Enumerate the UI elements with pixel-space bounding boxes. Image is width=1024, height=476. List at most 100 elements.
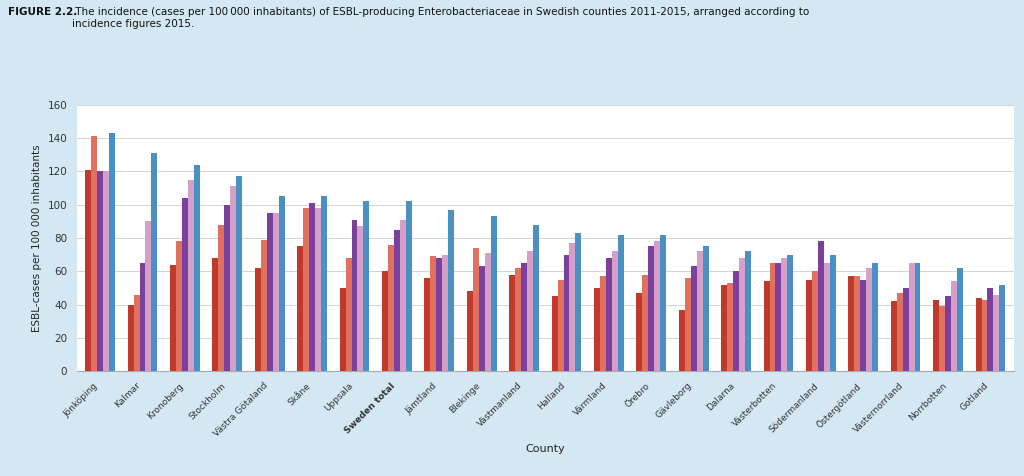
Bar xyxy=(721,285,727,371)
Bar xyxy=(315,208,321,371)
Bar xyxy=(152,153,158,371)
Bar xyxy=(218,225,224,371)
Bar xyxy=(617,235,624,371)
Bar xyxy=(558,279,563,371)
Bar xyxy=(770,263,775,371)
Bar xyxy=(394,229,399,371)
Bar xyxy=(103,171,109,371)
Bar xyxy=(436,258,442,371)
Bar xyxy=(781,258,787,371)
Bar xyxy=(364,201,370,371)
Bar xyxy=(351,220,357,371)
Bar xyxy=(818,241,824,371)
Bar xyxy=(425,278,430,371)
Bar xyxy=(908,263,914,371)
Bar xyxy=(575,233,582,371)
Bar xyxy=(829,255,836,371)
Bar xyxy=(866,268,872,371)
Bar xyxy=(145,221,152,371)
Bar xyxy=(442,255,449,371)
Bar xyxy=(532,225,539,371)
Bar xyxy=(97,171,103,371)
Bar xyxy=(527,251,532,371)
Bar xyxy=(812,271,818,371)
Bar xyxy=(449,209,454,371)
Bar xyxy=(957,268,963,371)
Bar xyxy=(860,279,866,371)
Bar xyxy=(340,288,345,371)
Bar xyxy=(999,285,1006,371)
X-axis label: County: County xyxy=(525,444,565,454)
Bar xyxy=(345,258,351,371)
Bar xyxy=(194,165,200,371)
Bar xyxy=(679,309,685,371)
Bar xyxy=(824,263,829,371)
Bar xyxy=(987,288,993,371)
Bar xyxy=(297,247,303,371)
Bar xyxy=(85,169,91,371)
Bar xyxy=(515,268,521,371)
Bar xyxy=(897,293,903,371)
Bar xyxy=(891,301,897,371)
Bar xyxy=(914,263,921,371)
Bar xyxy=(382,271,388,371)
Bar xyxy=(764,281,770,371)
Text: FIGURE 2.2.: FIGURE 2.2. xyxy=(8,7,78,17)
Bar xyxy=(230,186,237,371)
Bar xyxy=(133,295,139,371)
Bar xyxy=(600,276,606,371)
Bar xyxy=(654,241,660,371)
Y-axis label: ESBL-cases per 100 000 inhabitants: ESBL-cases per 100 000 inhabitants xyxy=(32,144,42,332)
Bar xyxy=(660,235,666,371)
Bar xyxy=(945,296,951,371)
Bar xyxy=(430,256,436,371)
Bar xyxy=(255,268,261,371)
Text: The incidence (cases per 100 000 inhabitants) of ESBL-producing Enterobacteriace: The incidence (cases per 100 000 inhabit… xyxy=(72,7,809,29)
Bar xyxy=(128,305,133,371)
Bar xyxy=(473,248,478,371)
Bar xyxy=(521,263,527,371)
Bar xyxy=(612,251,617,371)
Bar xyxy=(702,247,709,371)
Bar xyxy=(727,283,733,371)
Bar xyxy=(176,241,182,371)
Bar xyxy=(637,293,642,371)
Bar xyxy=(467,291,473,371)
Bar xyxy=(484,253,490,371)
Bar xyxy=(309,203,315,371)
Bar xyxy=(648,247,654,371)
Bar xyxy=(224,205,230,371)
Bar xyxy=(569,243,575,371)
Bar xyxy=(182,198,187,371)
Bar xyxy=(490,216,497,371)
Bar xyxy=(237,176,242,371)
Bar xyxy=(993,295,999,371)
Bar xyxy=(399,220,406,371)
Bar xyxy=(406,201,412,371)
Bar xyxy=(872,263,879,371)
Bar xyxy=(606,258,612,371)
Bar xyxy=(272,213,279,371)
Bar xyxy=(685,278,691,371)
Bar xyxy=(266,213,272,371)
Bar xyxy=(388,245,394,371)
Bar xyxy=(552,296,558,371)
Bar xyxy=(939,307,945,371)
Bar xyxy=(642,275,648,371)
Bar xyxy=(212,258,218,371)
Bar xyxy=(739,258,745,371)
Bar xyxy=(691,266,696,371)
Bar xyxy=(279,196,285,371)
Bar xyxy=(854,276,860,371)
Bar xyxy=(321,196,327,371)
Bar xyxy=(849,276,854,371)
Bar xyxy=(775,263,781,371)
Bar xyxy=(509,275,515,371)
Bar xyxy=(951,281,957,371)
Bar xyxy=(563,255,569,371)
Bar xyxy=(733,271,739,371)
Bar xyxy=(303,208,309,371)
Bar xyxy=(109,133,115,371)
Bar xyxy=(594,288,600,371)
Bar xyxy=(357,226,364,371)
